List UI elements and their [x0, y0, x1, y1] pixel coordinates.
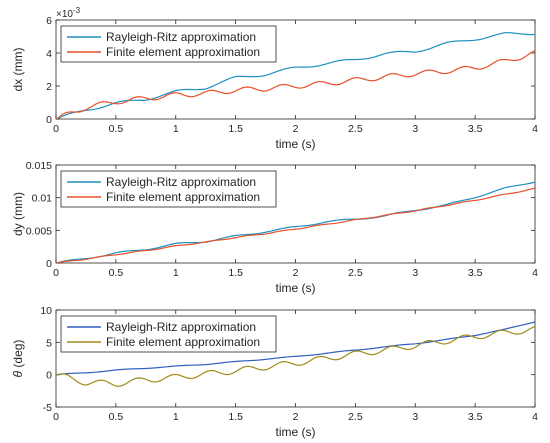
x-tick-label: 4 — [532, 123, 538, 135]
x-tick-label: 3 — [412, 411, 418, 423]
legend-entry: Finite element approximation — [106, 45, 260, 59]
series-line-rayleigh-ritz — [56, 321, 535, 376]
x-tick-label: 2 — [293, 123, 299, 135]
series-line-finite-element — [56, 326, 535, 387]
y-tick-label: 0.015 — [26, 160, 52, 172]
legend-box — [60, 25, 277, 63]
y-tick-label: 0.005 — [26, 225, 52, 237]
y-tick-label: 2 — [46, 81, 52, 93]
x-tick-label: 1 — [173, 123, 179, 135]
legend-entry: Rayleigh-Ritz approximation — [106, 320, 256, 334]
x-tick-label: 0 — [53, 123, 59, 135]
x-tick-label: 3 — [412, 123, 418, 135]
subplot-1: 0 0.5 1 1.5 2 2.5 3 3.5 4 0 2 4 6 ×10-3 time (s) dx (mm… — [11, 6, 538, 151]
series-line-finite-element — [56, 50, 535, 119]
x-tick-label: 2 — [293, 267, 299, 279]
x-axis-label: time (s) — [276, 425, 316, 439]
y-tick-label: 6 — [46, 15, 52, 27]
x-axis-label: time (s) — [276, 281, 316, 295]
x-tick-label: 1 — [173, 411, 179, 423]
y-tick-label: 0.01 — [32, 193, 53, 205]
x-tick-label: 2.5 — [348, 267, 363, 279]
legend-entry: Rayleigh-Ritz approximation — [106, 30, 256, 44]
x-tick-label: 3.5 — [468, 411, 483, 423]
x-tick-label: 3 — [412, 267, 418, 279]
series-line-rayleigh-ritz — [56, 32, 535, 119]
y-axis-label: dx (mm) — [11, 48, 25, 92]
y-tick-label: 4 — [46, 48, 52, 60]
x-tick-label: 3.5 — [468, 123, 483, 135]
x-tick-label: 1.5 — [228, 267, 243, 279]
y-exponent: ×10-3 — [56, 6, 81, 20]
x-tick-label: 2 — [293, 411, 299, 423]
x-tick-label: 0.5 — [109, 123, 124, 135]
series-line-rayleigh-ritz — [56, 181, 535, 263]
x-tick-label: 1 — [173, 267, 179, 279]
y-tick-label: 0 — [46, 370, 52, 382]
y-tick-label: 5 — [46, 337, 52, 349]
x-tick-label: 1.5 — [228, 123, 243, 135]
legend-box — [60, 170, 277, 208]
legend-box — [60, 315, 277, 353]
legend-entry: Rayleigh-Ritz approximation — [106, 175, 256, 189]
y-exponent-power: -3 — [73, 6, 81, 15]
y-axis-label: θ (deg) — [11, 340, 25, 378]
y-tick-label: 10 — [40, 305, 52, 317]
y-tick-label: -5 — [43, 402, 52, 414]
subplot-2: 0 0.5 1 1.5 2 2.5 3 3.5 4 0 0.005 0.01 0.015 time (s)… — [11, 160, 538, 295]
series-line-finite-element — [56, 187, 535, 263]
x-tick-label: 4 — [532, 267, 538, 279]
legend-entry: Finite element approximation — [106, 335, 260, 349]
y-axis-label: dy (mm) — [11, 192, 25, 236]
x-tick-label: 0 — [53, 267, 59, 279]
x-tick-label: 3.5 — [468, 267, 483, 279]
legend-entry: Finite element approximation — [106, 190, 260, 204]
x-tick-label: 0 — [53, 411, 59, 423]
x-tick-label: 0.5 — [109, 267, 124, 279]
x-tick-label: 0.5 — [109, 411, 124, 423]
y-tick-label: 0 — [46, 258, 52, 270]
x-tick-label: 1.5 — [228, 411, 243, 423]
x-tick-label: 2.5 — [348, 411, 363, 423]
x-tick-label: 4 — [532, 411, 538, 423]
y-tick-label: 0 — [46, 114, 52, 126]
x-axis-label: time (s) — [276, 137, 316, 151]
x-tick-label: 2.5 — [348, 123, 363, 135]
